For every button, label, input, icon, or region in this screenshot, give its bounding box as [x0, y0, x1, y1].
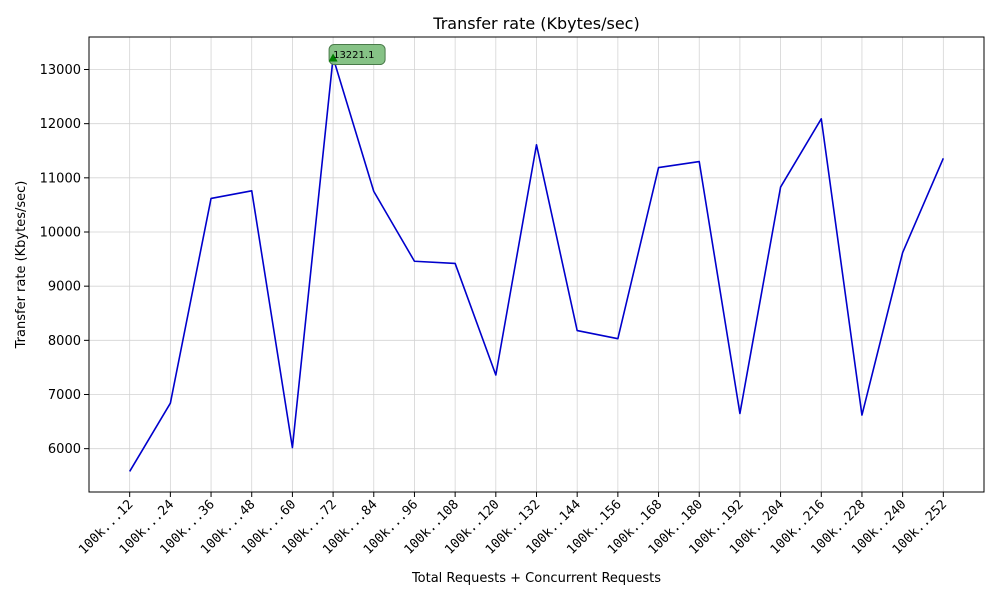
annotation-marker	[328, 53, 338, 62]
annotations: 13221.1	[328, 44, 386, 66]
chart-title: Transfer rate (Kbytes/sec)	[432, 14, 639, 33]
y-tick-label: 9000	[48, 280, 81, 295]
y-tick-label: 6000	[48, 442, 81, 457]
annotation-box	[328, 44, 386, 66]
grid	[89, 37, 984, 492]
annotation-label: 13221.1	[333, 50, 374, 61]
x-axis-label: Total Requests + Concurrent Requests	[411, 571, 661, 586]
series-lines	[128, 56, 945, 472]
y-tick-label: 8000	[48, 334, 81, 349]
series-line	[128, 56, 945, 472]
y-tick-label: 12000	[40, 117, 81, 132]
y-tick-label: 11000	[40, 171, 81, 186]
y-tick-label: 13000	[40, 63, 81, 78]
y-tick-label: 7000	[48, 388, 81, 403]
y-axis-label: Transfer rate (Kbytes/sec)	[14, 181, 29, 350]
y-tick-label: 10000	[40, 226, 81, 241]
